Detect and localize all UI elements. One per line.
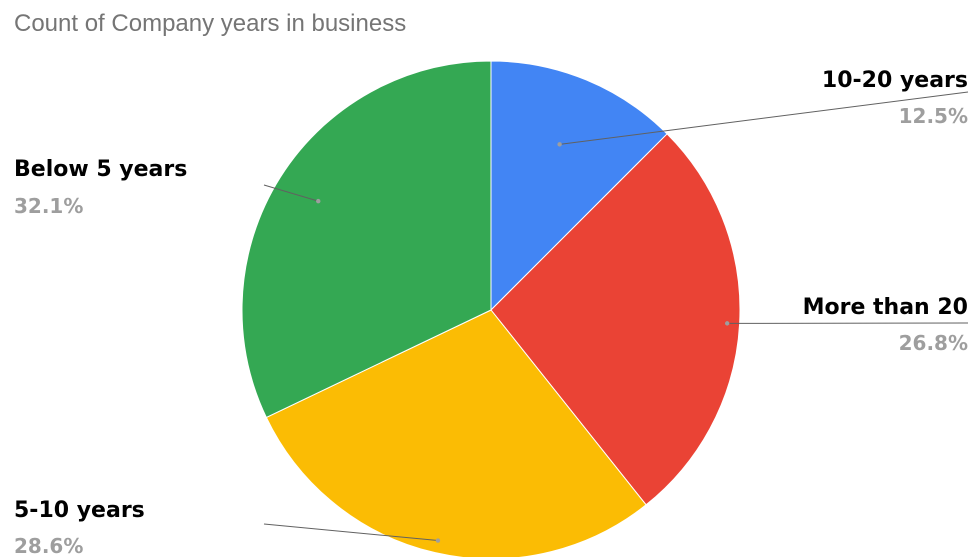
- leader-line-10-20-years: [559, 91, 969, 145]
- slice-percent-more-than-20: 26.8%: [899, 331, 968, 355]
- leader-line-5-10-years: [263, 523, 438, 542]
- leader-lines: [263, 91, 969, 543]
- pie-slice-more-than-20: [490, 133, 741, 506]
- chart-title: Count of Company years in business: [14, 10, 407, 37]
- slice-label-5-10-years: 5-10 years: [14, 498, 145, 523]
- slice-labels: 10-20 years 12.5% More than 20 26.8% 5-10 ye…: [14, 68, 968, 557]
- slice-label-more-than-20: More than 20: [803, 295, 968, 320]
- leader-dot-10-20-years: [557, 142, 562, 147]
- pie-slice-10-20-years: [490, 60, 668, 312]
- slice-percent-10-20-years: 12.5%: [899, 104, 968, 128]
- leader-line-below-5-years: [263, 184, 319, 202]
- pie-slice-5-10-years: [265, 309, 647, 557]
- leader-dot-5-10-years: [435, 538, 441, 543]
- pie-slices: [241, 60, 741, 557]
- slice-label-below-5-years: Below 5 years: [14, 157, 187, 182]
- pie-slice-below-5-years: [241, 60, 492, 419]
- slice-percent-5-10-years: 28.6%: [14, 534, 83, 557]
- leader-dot-below-5-years: [316, 198, 321, 204]
- slice-percent-below-5-years: 32.1%: [14, 194, 83, 218]
- slice-label-10-20-years: 10-20 years: [822, 68, 968, 93]
- leader-dot-more-than-20: [724, 321, 730, 326]
